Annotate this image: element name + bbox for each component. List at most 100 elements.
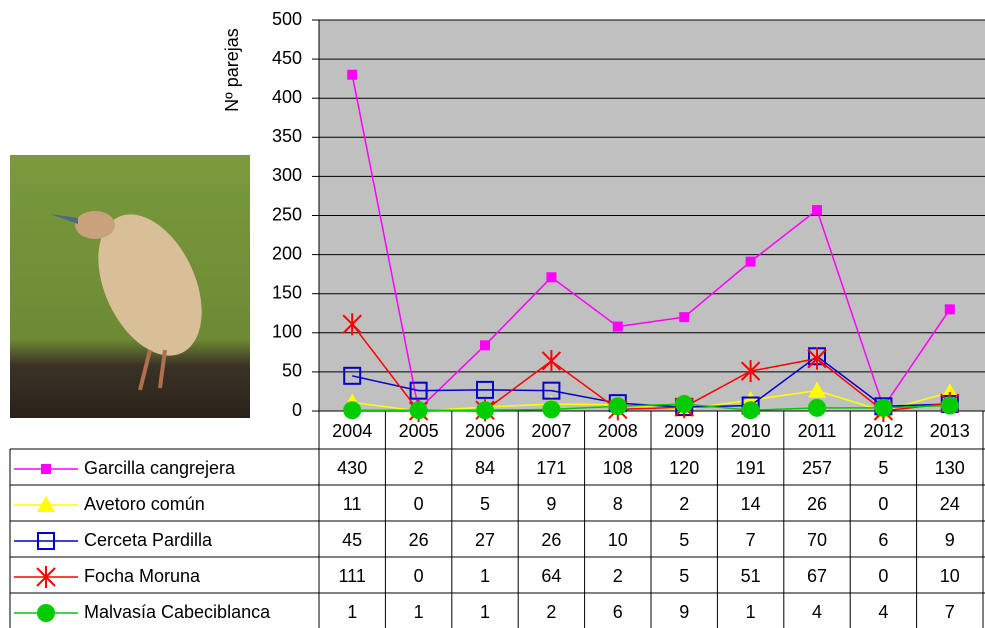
legend-marker	[36, 566, 56, 588]
table-cell: 1	[480, 566, 490, 586]
marker	[409, 381, 428, 400]
table-cell: 0	[878, 566, 888, 586]
x-tick-label: 2011	[798, 421, 837, 441]
marker	[808, 381, 826, 398]
marker	[807, 347, 827, 370]
x-tick-label: 2010	[731, 421, 771, 441]
table-cell: 10	[940, 566, 960, 586]
legend-label: Cerceta Pardilla	[84, 530, 213, 550]
table-cell: 171	[536, 458, 566, 478]
table-cell: 10	[608, 530, 628, 550]
table-cell: 5	[480, 494, 490, 514]
marker	[541, 349, 562, 372]
marker	[542, 400, 561, 419]
marker	[608, 397, 627, 416]
table-cell: 191	[736, 458, 766, 478]
table-cell: 9	[945, 530, 955, 550]
x-tick-label: 2009	[664, 421, 704, 441]
marker	[409, 401, 428, 420]
table-cell: 130	[935, 458, 965, 478]
table-cell: 111	[339, 566, 366, 586]
table-cell: 0	[878, 494, 888, 514]
x-tick-label: 2005	[399, 421, 439, 441]
table-cell: 120	[669, 458, 699, 478]
y-tick-label: 350	[272, 126, 302, 146]
series-line	[352, 403, 950, 411]
table-cell: 1	[347, 602, 357, 622]
table-cell: 84	[475, 458, 495, 478]
table-cell: 64	[541, 566, 561, 586]
marker	[740, 360, 761, 383]
table-cell: 70	[807, 530, 827, 550]
table-cell: 2	[679, 494, 689, 514]
y-axis-label: Nº parejas	[222, 28, 242, 112]
table-cell: 7	[746, 530, 756, 550]
marker	[480, 340, 490, 351]
table-cell: 257	[802, 458, 832, 478]
table-cell: 26	[409, 530, 429, 550]
y-tick-label: 50	[282, 361, 302, 381]
series	[343, 394, 959, 420]
x-tick-label: 2012	[863, 421, 903, 441]
table-cell: 9	[679, 602, 689, 622]
table-cell: 4	[812, 602, 822, 622]
marker	[940, 396, 959, 415]
table-cell: 14	[741, 494, 761, 514]
marker	[745, 256, 756, 267]
table-cell: 7	[945, 602, 955, 622]
x-tick-label: 2004	[332, 421, 372, 441]
y-tick-label: 150	[272, 282, 302, 302]
table-cell: 1	[414, 602, 424, 622]
table-cell: 0	[414, 494, 424, 514]
marker	[546, 272, 557, 283]
table-cell: 8	[613, 494, 623, 514]
table-cell: 0	[414, 566, 424, 586]
legend-label: Avetoro común	[84, 494, 205, 514]
y-tick-label: 100	[272, 322, 302, 342]
legend-label: Garcilla cangrejera	[84, 458, 236, 478]
marker	[476, 380, 494, 399]
legend-marker	[37, 604, 55, 622]
marker	[612, 321, 623, 332]
y-tick-label: 200	[272, 243, 302, 263]
table-cell: 430	[337, 458, 367, 478]
marker	[679, 312, 690, 323]
table-cell: 67	[807, 566, 827, 586]
marker	[808, 398, 826, 417]
marker	[874, 398, 893, 417]
legend-marker	[37, 496, 55, 512]
marker	[343, 401, 362, 420]
table-cell: 5	[679, 530, 689, 550]
x-tick-label: 2013	[930, 421, 970, 441]
legend-label: Focha Moruna	[84, 566, 201, 586]
table-cell: 26	[541, 530, 561, 550]
y-tick-label: 450	[272, 48, 302, 68]
y-tick-label: 400	[272, 87, 302, 107]
table-cell: 2	[613, 566, 623, 586]
marker	[347, 69, 358, 80]
marker	[944, 304, 955, 315]
table-cell: 27	[475, 530, 495, 550]
table-cell: 2	[414, 458, 424, 478]
table-cell: 4	[878, 602, 888, 622]
x-tick-label: 2007	[531, 421, 571, 441]
marker	[542, 381, 561, 400]
legend-label: Malvasía Cabeciblanca	[84, 602, 271, 622]
marker	[812, 205, 822, 216]
table-cell: 1	[480, 602, 490, 622]
table-cell: 5	[878, 458, 888, 478]
y-tick-label: 300	[272, 165, 302, 185]
marker	[342, 313, 362, 336]
y-tick-label: 0	[292, 400, 302, 420]
y-tick-label: 500	[272, 9, 302, 29]
series-line	[351, 74, 951, 411]
table-cell: 5	[679, 566, 689, 586]
marker	[476, 401, 494, 420]
table-cell: 2	[546, 602, 556, 622]
table-cell: 6	[613, 602, 623, 622]
legend-marker	[41, 464, 51, 474]
marker	[741, 401, 760, 420]
table-cell: 6	[878, 530, 888, 550]
bird-photo	[10, 155, 250, 418]
